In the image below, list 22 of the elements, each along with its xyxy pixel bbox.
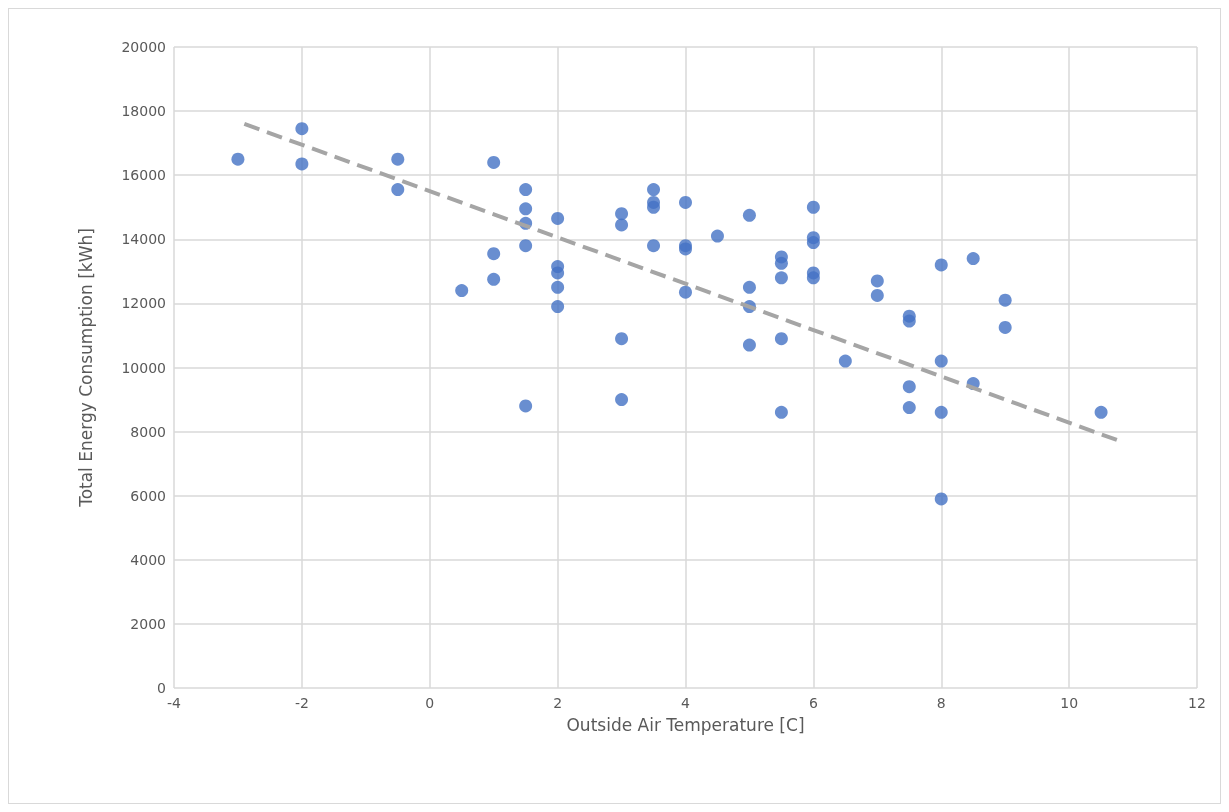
y-tick-label: 18000 (121, 103, 166, 120)
x-tick-label: -2 (294, 695, 309, 711)
x-tick-label: 12 (1188, 695, 1206, 711)
x-tick-label: 2 (553, 695, 563, 711)
y-tick-label: 16000 (121, 167, 166, 184)
x-tick-label: -4 (167, 695, 182, 711)
y-tick-label: 10000 (121, 359, 166, 376)
x-tick-label: 4 (681, 695, 691, 711)
y-axis-title: Total Energy Consumption [kWh] (75, 228, 96, 508)
y-tick-label: 20000 (121, 39, 166, 55)
y-tick-label: 2000 (130, 615, 166, 632)
x-tick-label: 8 (936, 695, 946, 711)
x-tick-label: 10 (1060, 695, 1079, 711)
y-tick-label: 8000 (130, 423, 166, 440)
x-axis-title: Outside Air Temperature [C] (566, 714, 805, 735)
y-tick-label: 12000 (121, 295, 166, 312)
y-tick-label: 14000 (121, 231, 166, 248)
x-tick-label: 0 (425, 695, 435, 711)
x-tick-label: 6 (808, 695, 818, 711)
y-tick-label: 6000 (130, 487, 166, 504)
y-tick-label: 0 (157, 680, 166, 696)
y-tick-label: 4000 (130, 551, 166, 568)
